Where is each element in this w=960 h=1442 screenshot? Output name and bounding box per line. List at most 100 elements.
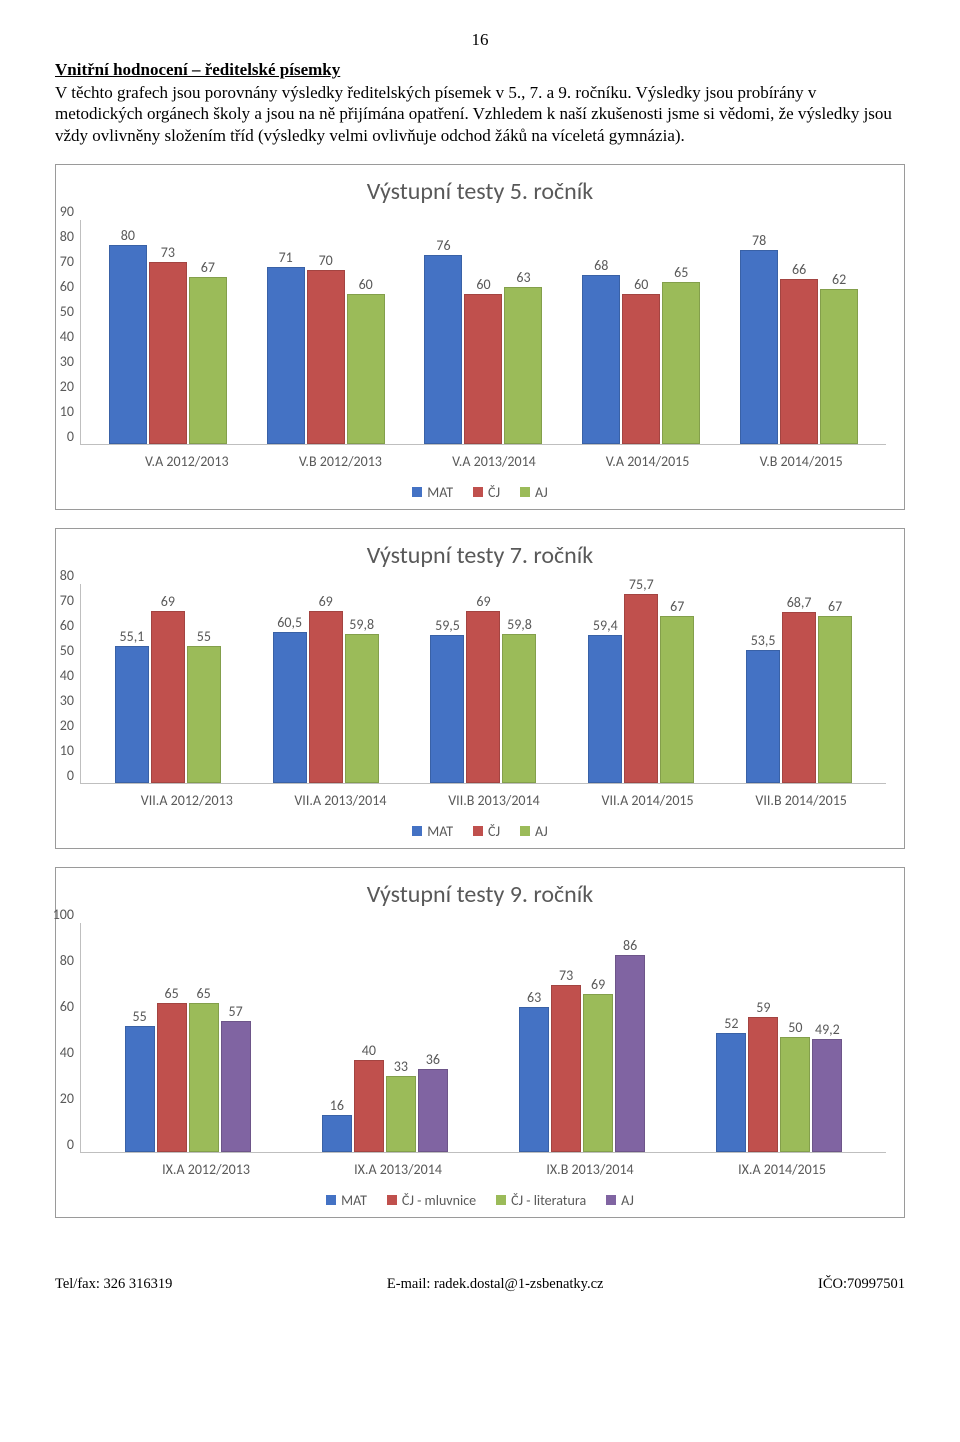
legend-swatch [496, 1195, 506, 1205]
bar: 16 [322, 1115, 352, 1152]
page-footer: Tel/fax: 326 316319 E-mail: radek.dostal… [0, 1256, 960, 1303]
bar-value-label: 59,5 [435, 617, 460, 634]
bar-value-label: 59,4 [593, 617, 618, 634]
footer-right: IČO:70997501 [818, 1276, 905, 1293]
bar: 60 [622, 294, 660, 443]
bar: 65 [189, 1003, 219, 1152]
bar-group: 53,568,767 [746, 584, 852, 783]
bar-value-label: 59,8 [349, 616, 374, 633]
bar: 65 [157, 1003, 187, 1152]
bar-value-label: 55 [133, 1008, 147, 1025]
bar: 53,5 [746, 650, 780, 783]
page-number: 16 [55, 30, 905, 50]
chart-grade9: Výstupní testy 9. ročník0204060801005565… [55, 867, 905, 1218]
x-axis-label: VII.B 2013/2014 [417, 792, 571, 809]
bar: 70 [307, 270, 345, 444]
bar: 69 [583, 994, 613, 1152]
legend-item: AJ [606, 1192, 634, 1209]
legend-item: ČJ - literatura [496, 1192, 586, 1209]
bar-group: 686065 [582, 220, 700, 444]
bar-value-label: 65 [674, 264, 688, 281]
bar: 66 [780, 279, 818, 443]
bar-value-label: 73 [559, 967, 573, 984]
bar-value-label: 69 [476, 593, 490, 610]
x-axis-label: IX.A 2014/2015 [686, 1161, 878, 1178]
bar-value-label: 40 [362, 1042, 376, 1059]
bar-value-label: 69 [591, 976, 605, 993]
x-axis-label: IX.B 2013/2014 [494, 1161, 686, 1178]
legend-item: ČJ - mluvnice [387, 1192, 476, 1209]
bar-value-label: 55 [197, 628, 211, 645]
bar: 59,5 [430, 635, 464, 783]
chart-legend: MAT ČJ AJ [74, 484, 886, 501]
x-axis-label: IX.A 2012/2013 [110, 1161, 302, 1178]
x-axis-label: V.B 2014/2015 [724, 453, 878, 470]
bar-value-label: 73 [161, 244, 175, 261]
bar-value-label: 33 [394, 1058, 408, 1075]
bar: 67 [818, 616, 852, 783]
bar: 73 [149, 262, 187, 444]
bar: 40 [354, 1060, 384, 1152]
x-axis: V.A 2012/2013V.B 2012/2013V.A 2013/2014V… [102, 445, 886, 470]
bar-value-label: 65 [197, 985, 211, 1002]
bar-value-label: 16 [330, 1097, 344, 1114]
bar: 59,8 [502, 634, 536, 783]
bar-value-label: 63 [527, 989, 541, 1006]
legend-item: MAT [326, 1192, 367, 1209]
bar-value-label: 62 [832, 271, 846, 288]
legend-swatch [412, 487, 422, 497]
legend-label: ČJ - mluvnice [402, 1192, 476, 1209]
bar: 67 [189, 277, 227, 444]
bar: 55 [187, 646, 221, 783]
legend-swatch [520, 487, 530, 497]
bar-value-label: 50 [788, 1019, 802, 1036]
legend-item: ČJ [473, 484, 500, 501]
chart-title: Výstupní testy 7. ročník [74, 541, 886, 570]
chart-grade7: Výstupní testy 7. ročník0102030405060708… [55, 528, 905, 849]
bar-value-label: 67 [201, 259, 215, 276]
bar-value-label: 67 [828, 598, 842, 615]
bar-value-label: 59,8 [507, 616, 532, 633]
bar: 60 [464, 294, 502, 443]
legend-label: AJ [535, 823, 548, 840]
bar-group: 807367 [109, 220, 227, 444]
chart-legend: MAT ČJ - mluvnice ČJ - literatura AJ [74, 1192, 886, 1209]
bar-value-label: 60 [634, 276, 648, 293]
legend-item: MAT [412, 484, 453, 501]
bar: 55,1 [115, 646, 149, 783]
bar: 59,4 [588, 635, 622, 783]
bar-value-label: 76 [436, 237, 450, 254]
bar: 36 [418, 1069, 448, 1151]
bar-group: 59,475,767 [588, 584, 694, 783]
plot-area: 55,1695560,56959,859,56959,859,475,76753… [80, 584, 886, 784]
bar: 80 [109, 245, 147, 444]
bar-value-label: 80 [121, 227, 135, 244]
bar-value-label: 60 [359, 276, 373, 293]
x-axis-label: V.A 2013/2014 [417, 453, 571, 470]
legend-swatch [326, 1195, 336, 1205]
bar: 78 [740, 250, 778, 444]
bar-value-label: 86 [623, 937, 637, 954]
bar: 69 [151, 611, 185, 783]
bar: 59,8 [345, 634, 379, 783]
x-axis-label: IX.A 2013/2014 [302, 1161, 494, 1178]
legend-label: MAT [427, 484, 453, 501]
bar: 49,2 [812, 1039, 842, 1152]
bar: 50 [780, 1037, 810, 1152]
bar-group: 63 73 69 86 [519, 923, 645, 1152]
legend-swatch [606, 1195, 616, 1205]
bar: 59 [748, 1017, 778, 1152]
bar-group: 16403336 [322, 923, 448, 1152]
chart-title: Výstupní testy 9. ročník [74, 880, 886, 909]
x-axis-label: VII.A 2014/2015 [571, 792, 725, 809]
bar-value-label: 69 [319, 593, 333, 610]
x-axis: VII.A 2012/2013VII.A 2013/2014VII.B 2013… [102, 784, 886, 809]
bar-group: 52595049,2 [716, 923, 842, 1152]
x-axis-label: V.A 2014/2015 [571, 453, 725, 470]
footer-center: E-mail: radek.dostal@1-zsbenatky.cz [387, 1276, 604, 1293]
legend-label: AJ [535, 484, 548, 501]
bar-value-label: 67 [670, 598, 684, 615]
bar-value-label: 59 [756, 999, 770, 1016]
bar: 33 [386, 1076, 416, 1152]
bar: 69 [309, 611, 343, 783]
